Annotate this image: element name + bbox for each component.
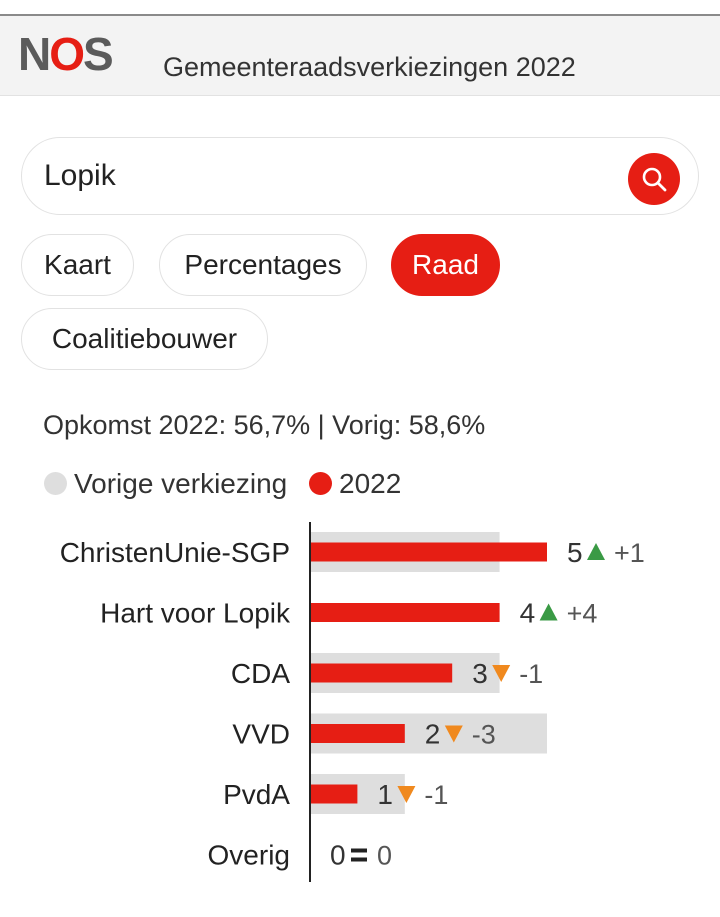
seat-chart: ChristenUnie-SGP 5 +1 Hart voor Lopik 4 +4 CDA… [60, 522, 645, 882]
change-up-icon [587, 543, 605, 560]
category-label-cda: CDA [231, 658, 290, 689]
bar-2022-vvd [310, 724, 405, 743]
value-label-vvd: 2 [425, 719, 441, 750]
category-label-pvda: PvdA [223, 779, 290, 810]
category-label-hart-voor-lopik: Hart voor Lopik [100, 598, 291, 629]
bar-2022-cda [310, 663, 453, 683]
page-title: Gemeenteraadsverkiezingen 2022 [163, 52, 576, 82]
search-input[interactable] [44, 156, 604, 196]
value-label-pvda: 1 [377, 779, 393, 810]
change-label-christenunie-sgp: +1 [614, 538, 645, 568]
bar-2022-hart-voor-lopik [310, 603, 500, 622]
legend-item-2022: 2022 [309, 465, 401, 503]
value-label-cda: 3 [472, 658, 488, 689]
search-icon [642, 167, 667, 192]
tab-percentages[interactable]: Percentages [159, 234, 367, 296]
bar-2022-pvda [310, 784, 358, 804]
change-down-icon [444, 725, 463, 743]
tab-kaart[interactable]: Kaart [21, 234, 134, 296]
tab-raad[interactable]: Raad [391, 234, 500, 296]
legend-swatch-previous [44, 472, 67, 495]
category-label-overig: Overig [208, 840, 290, 871]
bar-2022-christenunie-sgp [310, 542, 547, 562]
change-label-hart-voor-lopik: +4 [567, 599, 598, 629]
chart-legend: Vorige verkiezing 2022 [44, 465, 415, 503]
change-label-overig: 0 [377, 841, 392, 871]
value-label-christenunie-sgp: 5 [567, 537, 583, 568]
legend-label-2022: 2022 [339, 468, 402, 499]
value-label-overig: 0 [330, 840, 346, 871]
category-label-vvd: VVD [232, 719, 290, 750]
change-down-icon [397, 786, 416, 803]
change-label-vvd: -3 [472, 720, 496, 750]
tab-coalitiebouwer[interactable]: Coalitiebouwer [21, 308, 268, 370]
category-label-christenunie-sgp: ChristenUnie-SGP [60, 537, 290, 568]
legend-item-previous: Vorige verkiezing [44, 465, 287, 503]
change-equal-icon [351, 857, 367, 862]
top-border [0, 0, 720, 16]
app-header: NOS Gemeenteraadsverkiezingen 2022 [0, 16, 720, 96]
change-label-cda: -1 [519, 659, 543, 689]
search-button[interactable] [628, 153, 680, 205]
turnout-text: Opkomst 2022: 56,7% | Vorig: 58,6% [43, 410, 486, 440]
nos-logo[interactable]: NOS [18, 28, 114, 80]
change-equal-icon [351, 848, 367, 853]
value-label-hart-voor-lopik: 4 [520, 598, 536, 629]
search-bar [21, 137, 699, 215]
change-up-icon [539, 603, 558, 621]
legend-swatch-2022 [309, 472, 333, 495]
change-label-pvda: -1 [424, 780, 448, 810]
legend-label-previous: Vorige verkiezing [74, 468, 288, 499]
change-down-icon [492, 665, 511, 682]
